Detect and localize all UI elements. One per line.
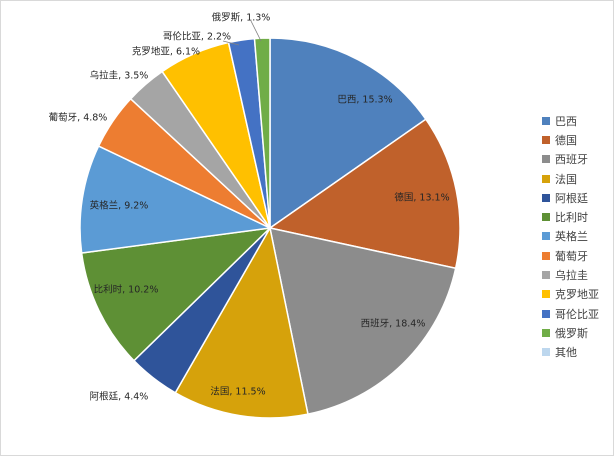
legend-swatch <box>542 309 550 318</box>
legend-label: 葡萄牙 <box>555 249 588 263</box>
legend-swatch <box>542 213 550 222</box>
legend-label: 英格兰 <box>555 230 588 244</box>
leader-line <box>250 20 262 42</box>
legend-swatch <box>542 174 550 183</box>
legend-swatch <box>542 271 550 280</box>
legend-item: 其他 <box>542 343 599 362</box>
legend-swatch <box>542 193 550 202</box>
legend-item: 比利时 <box>542 207 599 226</box>
legend: 巴西德国西班牙法国阿根廷比利时英格兰葡萄牙乌拉圭克罗地亚哥伦比亚俄罗斯其他 <box>542 111 599 362</box>
legend-item: 巴西 <box>542 111 599 130</box>
pie-slice <box>253 37 271 229</box>
legend-item: 西班牙 <box>542 150 599 169</box>
data-label: 哥伦比亚, 2.2% <box>163 31 231 43</box>
pie-slice <box>269 37 427 230</box>
legend-item: 哥伦比亚 <box>542 304 599 323</box>
data-label: 西班牙, 18.4% <box>361 318 426 330</box>
legend-label: 西班牙 <box>555 153 588 167</box>
legend-label: 哥伦比亚 <box>555 307 599 321</box>
data-label: 巴西, 15.3% <box>337 95 392 106</box>
legend-item: 克罗地亚 <box>542 285 599 304</box>
legend-item: 阿根廷 <box>542 188 599 207</box>
legend-item: 乌拉圭 <box>542 265 599 284</box>
legend-swatch <box>542 348 550 357</box>
leader-line <box>222 40 240 46</box>
pie-slice <box>174 225 309 419</box>
data-label: 比利时, 10.2% <box>94 284 159 296</box>
data-label: 德国, 13.1% <box>394 192 449 204</box>
legend-swatch <box>542 135 550 144</box>
data-label: 葡萄牙, 4.8% <box>49 112 108 124</box>
pie-slice <box>79 145 273 254</box>
legend-label: 阿根廷 <box>555 191 588 205</box>
legend-label: 比利时 <box>555 211 588 225</box>
data-label: 俄罗斯, 1.3% <box>212 12 271 24</box>
legend-swatch <box>542 232 550 241</box>
data-label: 克罗地亚, 6.1% <box>132 46 200 58</box>
pie-slice <box>269 227 457 416</box>
legend-item: 德国 <box>542 130 599 149</box>
legend-swatch <box>542 328 550 337</box>
data-label: 英格兰, 9.2% <box>90 200 149 212</box>
pie-slice <box>80 226 273 362</box>
data-label: 阿根廷, 4.4% <box>90 391 149 403</box>
legend-label: 乌拉圭 <box>555 269 588 283</box>
legend-item: 葡萄牙 <box>542 246 599 265</box>
legend-label: 克罗地亚 <box>555 288 599 302</box>
legend-swatch <box>542 251 550 260</box>
data-label: 法国, 11.5% <box>210 386 265 398</box>
legend-item: 法国 <box>542 169 599 188</box>
data-labels: 巴西, 15.3% 德国, 13.1% 西班牙, 18.4% 法国, 11.5% 阿根廷… <box>49 12 450 403</box>
data-label: 乌拉圭, 3.5% <box>90 70 149 82</box>
legend-label: 巴西 <box>555 114 577 128</box>
legend-swatch <box>542 116 550 125</box>
legend-label: 俄罗斯 <box>555 326 588 340</box>
legend-label: 其他 <box>555 346 577 360</box>
legend-label: 德国 <box>555 133 577 147</box>
legend-label: 法国 <box>555 172 577 186</box>
pie-slices <box>79 37 461 419</box>
pie-slice <box>268 118 461 270</box>
legend-swatch <box>542 155 550 164</box>
legend-item: 英格兰 <box>542 227 599 246</box>
legend-swatch <box>542 290 550 299</box>
legend-item: 俄罗斯 <box>542 323 599 342</box>
